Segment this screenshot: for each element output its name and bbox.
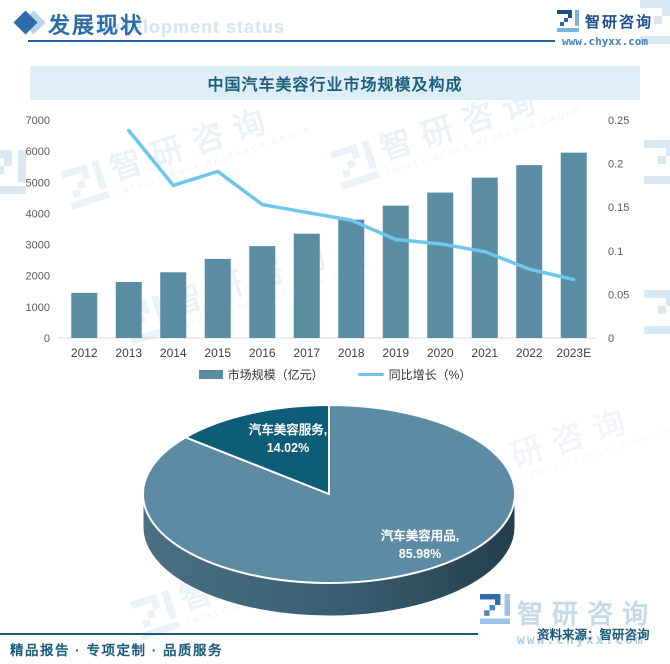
svg-text:7000: 7000 bbox=[26, 115, 50, 127]
svg-text:0: 0 bbox=[608, 333, 614, 345]
svg-text:2015: 2015 bbox=[204, 346, 231, 360]
section-title-en: Development status bbox=[96, 17, 286, 37]
chart-legend: 市场规模（亿元） 同比增长（%） bbox=[0, 366, 670, 383]
svg-text:0.2: 0.2 bbox=[608, 159, 623, 171]
chart-title: 中国汽车美容行业市场规模及构成 bbox=[207, 77, 463, 94]
svg-text:3000: 3000 bbox=[26, 240, 50, 252]
svg-text:2021: 2021 bbox=[471, 346, 498, 360]
pie-chart: 汽车美容服务, 14.02% 汽车美容用品, 85.98% bbox=[142, 404, 516, 617]
brand-name: 智研咨询 bbox=[584, 13, 653, 31]
svg-text:5000: 5000 bbox=[26, 177, 50, 189]
svg-text:2017: 2017 bbox=[293, 346, 320, 360]
svg-text:2013: 2013 bbox=[115, 346, 142, 360]
section-title: 发展现状 bbox=[48, 13, 145, 38]
svg-text:0.05: 0.05 bbox=[608, 289, 629, 301]
chyxx-logo-icon bbox=[480, 594, 510, 624]
svg-text:1000: 1000 bbox=[26, 302, 50, 314]
svg-text:0.15: 0.15 bbox=[608, 202, 629, 214]
svg-text:2019: 2019 bbox=[382, 346, 409, 360]
bottom-brand-watermark: 智研咨询 www.chyxx.com bbox=[480, 594, 657, 648]
svg-text:0.25: 0.25 bbox=[608, 115, 629, 127]
bar-swatch-icon bbox=[198, 370, 223, 379]
legend-bar-label: 市场规模（亿元） bbox=[227, 368, 324, 382]
bar-line-chart: 0 1000 2000 3000 4000 5000 6000 7000 0 0.05 0.1 0.1… bbox=[26, 115, 630, 360]
svg-text:2016: 2016 bbox=[249, 346, 276, 360]
svg-text:汽车美容用品,85.98%: 汽车美容用品, 85.98% bbox=[381, 528, 459, 561]
footer-services: 精品报告 · 专项定制 · 品质服务 bbox=[10, 643, 223, 658]
brand-logo: 智研咨询 www.chyxx.com bbox=[550, 10, 660, 48]
svg-text:0: 0 bbox=[44, 333, 50, 345]
section-diamond-icon bbox=[13, 10, 46, 35]
chyxx-logo-icon bbox=[556, 10, 579, 32]
brand-watermark-url: www.chyxx.com bbox=[517, 633, 645, 648]
legend-item-bar: 市场规模（亿元） bbox=[198, 366, 324, 383]
svg-text:2014: 2014 bbox=[160, 346, 187, 360]
svg-text:2012: 2012 bbox=[71, 346, 98, 360]
svg-text:0.1: 0.1 bbox=[608, 246, 623, 258]
svg-text:2018: 2018 bbox=[338, 346, 365, 360]
header-divider bbox=[28, 40, 555, 42]
svg-text:2022: 2022 bbox=[516, 346, 543, 360]
brand-url: www.chyxx.com bbox=[561, 35, 649, 48]
line-swatch-icon bbox=[357, 373, 384, 376]
svg-text:汽车美容服务,14.02%: 汽车美容服务, 14.02% bbox=[249, 422, 327, 455]
chart-title-banner: 中国汽车美容行业市场规模及构成 bbox=[30, 66, 640, 100]
brand-watermark-name: 智研咨询 bbox=[517, 599, 658, 629]
legend-item-line: 同比增长（%） bbox=[357, 366, 472, 383]
svg-text:6000: 6000 bbox=[26, 146, 50, 158]
svg-text:2000: 2000 bbox=[26, 271, 50, 283]
legend-line-label: 同比增长（%） bbox=[388, 368, 472, 382]
svg-text:2023E: 2023E bbox=[556, 346, 591, 360]
svg-text:4000: 4000 bbox=[26, 208, 50, 220]
svg-text:2020: 2020 bbox=[427, 346, 454, 360]
footer-divider bbox=[0, 633, 478, 635]
data-source: 资料来源：智研咨询 bbox=[537, 628, 650, 642]
